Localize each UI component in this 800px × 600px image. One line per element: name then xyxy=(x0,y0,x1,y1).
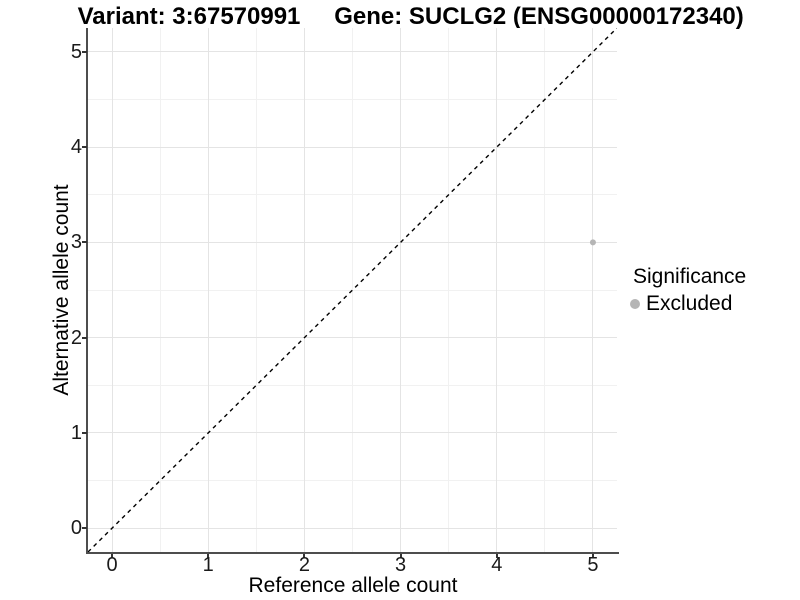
legend-title: Significance xyxy=(633,265,747,288)
y-axis-title: Alternative allele count xyxy=(50,184,73,396)
x-axis-tick xyxy=(495,554,498,558)
identity-line xyxy=(88,28,617,552)
gridline-major xyxy=(88,527,617,529)
x-axis-tick xyxy=(591,554,594,558)
y-axis-tick xyxy=(82,241,87,244)
y-axis-line xyxy=(86,28,88,554)
y-tick-label: 5 xyxy=(70,40,82,63)
x-tick-label: 4 xyxy=(491,554,503,576)
plot-panel xyxy=(88,28,617,552)
gridline-minor xyxy=(88,289,617,291)
y-axis-tick xyxy=(82,336,87,339)
gridline-major xyxy=(88,432,617,434)
plot-canvas xyxy=(88,28,617,552)
gridline-minor xyxy=(88,384,617,386)
gridline-major xyxy=(88,337,617,339)
x-axis-tick xyxy=(207,554,210,558)
legend-item-label: Excluded xyxy=(646,292,733,315)
x-axis-tick xyxy=(399,554,402,558)
legend-key-dot-icon xyxy=(630,299,640,309)
gridline-minor xyxy=(88,194,617,196)
gridline-major xyxy=(303,28,305,552)
gridline-minor xyxy=(88,98,617,100)
x-axis-title: Reference allele count xyxy=(248,574,458,597)
x-tick-label: 5 xyxy=(587,554,599,576)
x-axis-tick xyxy=(111,554,114,558)
y-tick-label: 2 xyxy=(70,326,82,349)
x-tick-label: 1 xyxy=(202,554,214,576)
legend-item: Excluded xyxy=(628,292,746,316)
y-tick-label: 1 xyxy=(70,421,82,444)
x-axis-line xyxy=(86,552,619,554)
gridline-major xyxy=(592,28,594,552)
x-axis-tick xyxy=(303,554,306,558)
y-tick-label: 3 xyxy=(70,231,82,254)
y-axis-tick xyxy=(82,50,87,53)
data-point xyxy=(589,239,596,246)
y-axis-tick xyxy=(82,431,87,434)
x-tick-label: 3 xyxy=(395,554,407,576)
y-axis-tick xyxy=(82,527,87,530)
gridline-minor xyxy=(88,480,617,482)
y-axis-tick xyxy=(82,146,87,149)
gridline-major xyxy=(88,241,617,243)
gridline-major xyxy=(88,51,617,53)
gridline-major xyxy=(400,28,402,552)
x-tick-label: 2 xyxy=(298,554,310,576)
legend: Significance Excluded xyxy=(628,265,746,316)
gridline-major xyxy=(111,28,113,552)
y-tick-label: 4 xyxy=(70,136,82,159)
gridline-major xyxy=(207,28,209,552)
x-tick-label: 0 xyxy=(106,554,118,576)
plot-title-gene: Gene: SUCLG2 (ENSG00000172340) xyxy=(334,3,744,30)
gridline-major xyxy=(496,28,498,552)
plot-title-variant: Variant: 3:67570991 xyxy=(77,3,301,30)
y-tick-label: 0 xyxy=(70,517,82,540)
gridline-major xyxy=(88,146,617,148)
